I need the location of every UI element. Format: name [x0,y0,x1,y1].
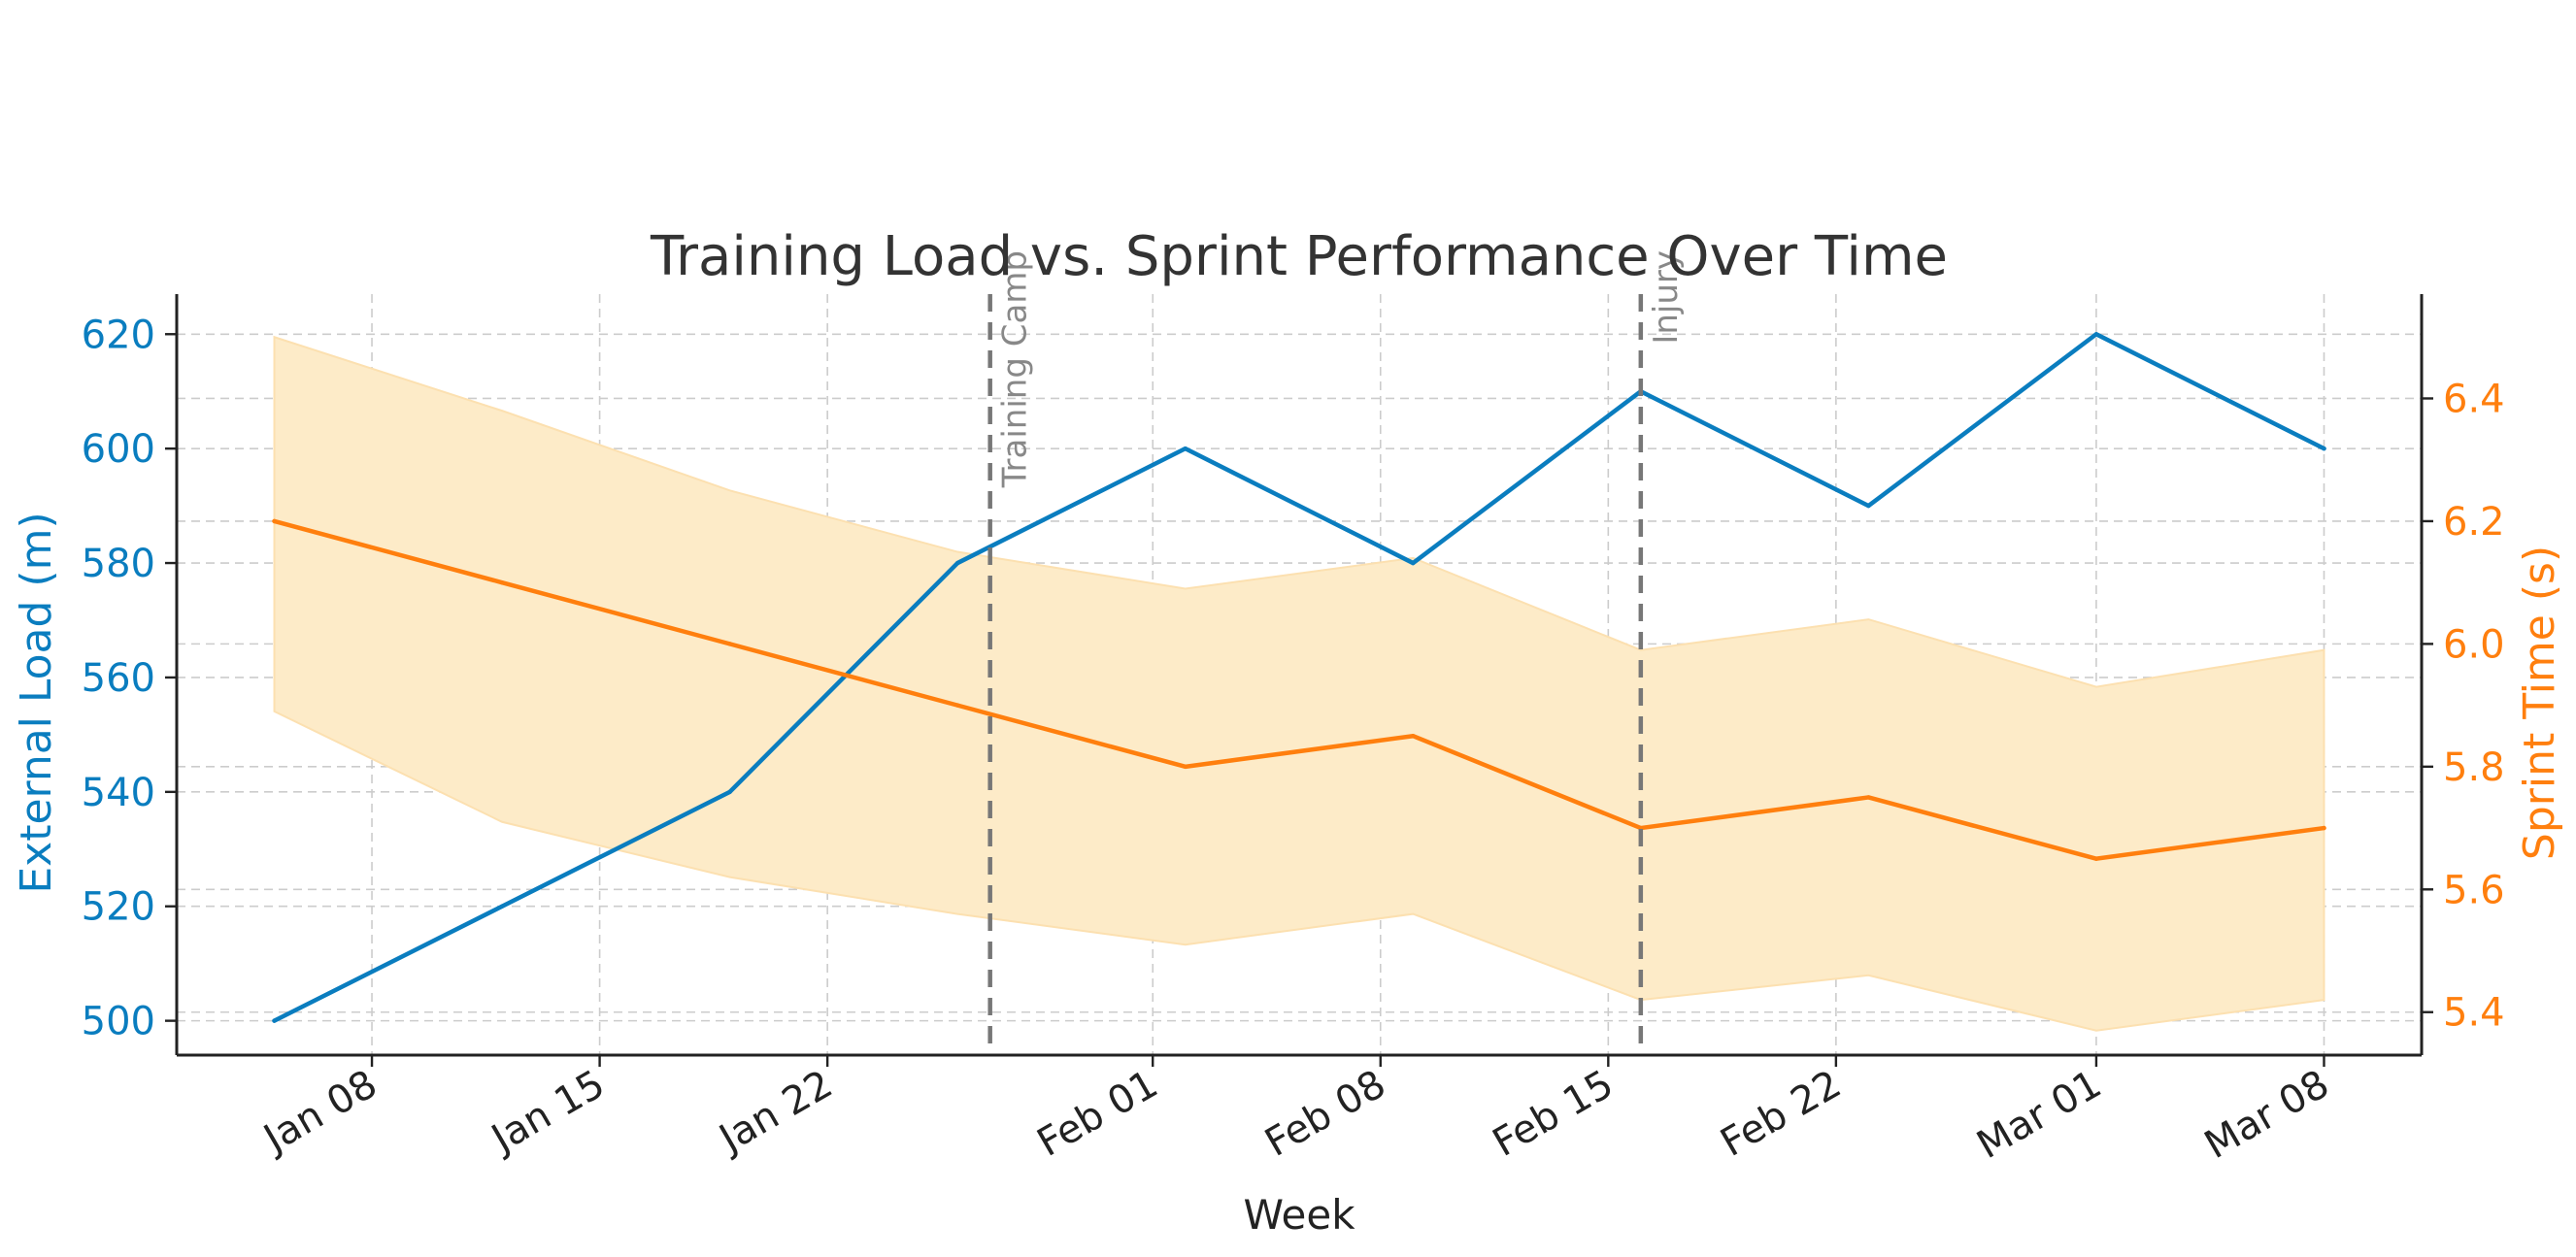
left-y-tick-label: 620 [82,313,155,357]
sprint-time-point [1866,795,1871,800]
event-layer: Training Camp Injury [987,250,1686,1055]
left-y-tick-label: 600 [82,427,155,472]
right-y-tick-label: 6.0 [2443,622,2505,667]
x-axis-label: Week [1243,1191,1355,1239]
sprint-time-point [954,703,960,708]
right-y-tick-label: 5.4 [2443,991,2505,1036]
sprint-time-point [727,642,732,646]
external-load-point [954,560,960,566]
x-tick-label: Jan 22 [710,1062,840,1163]
external-load-point [499,904,505,909]
left-y-tick-label: 520 [82,885,155,930]
series-layer [272,332,2326,1023]
left-y-axis-label: External Load (m) [12,512,61,893]
external-load-point [2322,446,2326,451]
sprint-time-point [1411,734,1416,739]
sprint-time-confidence-band [273,335,2325,1032]
x-tick-label: Feb 01 [1030,1062,1165,1166]
external-load-point [1183,446,1188,451]
external-load-point [1411,560,1416,566]
sprint-time-point [2093,856,2099,861]
right-y-tick-label: 6.2 [2443,500,2505,545]
chart-title: Training Load vs. Sprint Performance Ove… [650,225,1948,288]
sprint-time-point [2322,825,2326,831]
x-tick-label: Jan 08 [254,1062,385,1163]
left-y-tick-label: 500 [82,1000,155,1044]
confidence-band-layer [273,335,2325,1032]
x-tick-label: Mar 01 [1969,1062,2108,1168]
x-tick-label: Jan 15 [482,1062,612,1163]
training-camp-event-label: Training Camp [996,250,1035,488]
external-load-point [1866,503,1871,509]
left-y-tick-label: 580 [82,542,155,586]
left-y-tick-label: 560 [82,656,155,701]
x-tick-label: Feb 15 [1486,1062,1621,1166]
external-load-point [727,789,732,795]
sprint-time-point [499,579,505,585]
right-y-axis-label: Sprint Time (s) [2515,546,2564,860]
x-tick-label: Feb 22 [1713,1062,1848,1166]
right-y-tick-label: 5.8 [2443,745,2505,790]
right-y-tick-label: 5.6 [2443,868,2505,912]
x-tick-label: Mar 08 [2197,1062,2336,1168]
external-load-line [272,332,2326,1023]
left-y-tick-label: 540 [82,771,155,815]
right-y-tick-label: 6.4 [2443,377,2505,421]
labels: Training Load vs. Sprint Performance Ove… [12,225,2564,1239]
sprint-time-point [1183,764,1188,770]
external-load-point [2093,332,2099,337]
external-load-point [272,1018,277,1023]
x-tick-label: Feb 08 [1257,1062,1392,1166]
sprint-time-line [272,518,2326,861]
injury-event-label: Injury [1647,250,1686,345]
sprint-time-point [272,518,277,524]
